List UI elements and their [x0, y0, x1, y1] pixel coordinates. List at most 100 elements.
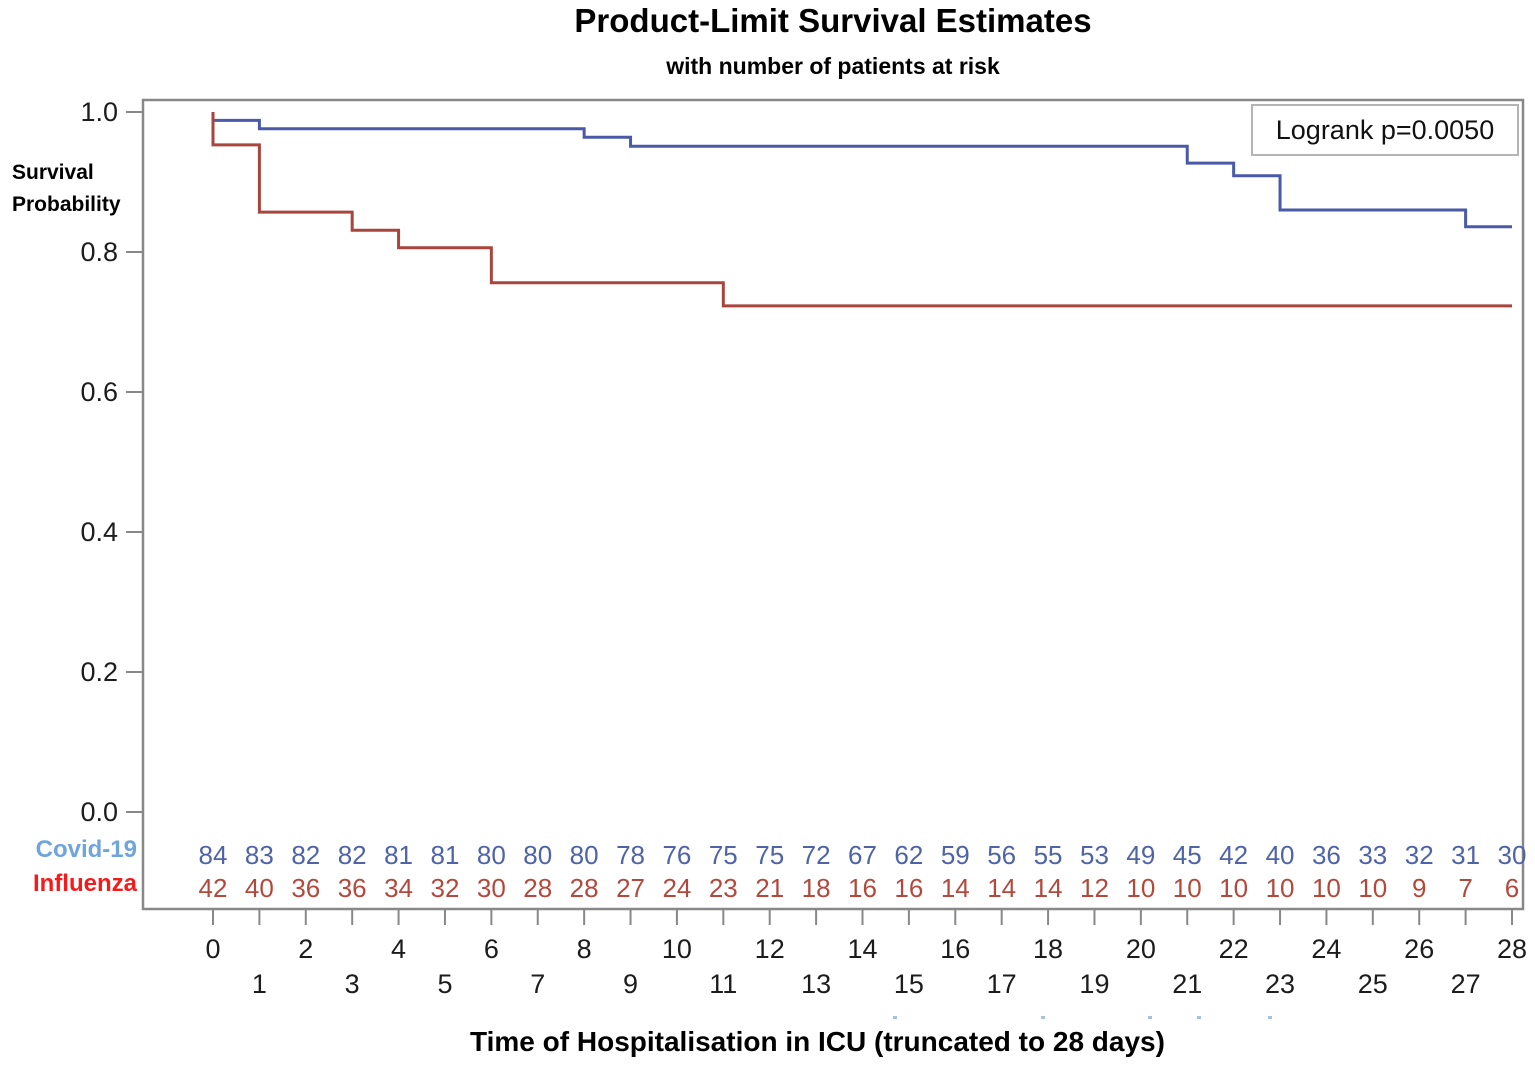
stray-mark	[1041, 1016, 1045, 1019]
at-risk-count: 82	[337, 840, 367, 870]
x-axis-tick-label: 21	[1172, 969, 1203, 999]
x-axis-tick-label: 25	[1357, 969, 1388, 999]
at-risk-count: 10	[1311, 873, 1341, 903]
x-axis-tick-label: 0	[205, 934, 221, 964]
at-risk-count: 84	[198, 840, 228, 870]
x-axis-tick-label: 12	[754, 934, 785, 964]
x-axis-tick-label: 3	[344, 969, 360, 999]
at-risk-count: 6	[1504, 873, 1520, 903]
x-axis-tick-label: 7	[530, 969, 546, 999]
at-risk-count: 28	[569, 873, 599, 903]
x-axis-tick-label: 2	[298, 934, 314, 964]
x-axis-tick-label: 20	[1125, 934, 1156, 964]
at-risk-count: 10	[1172, 873, 1202, 903]
x-axis-tick-label: 23	[1265, 969, 1296, 999]
x-axis-tick-label: 10	[661, 934, 692, 964]
at-risk-count: 36	[291, 873, 321, 903]
y-axis-tick-label: 0.2	[80, 657, 118, 687]
at-risk-count: 7	[1458, 873, 1473, 903]
at-risk-count: 14	[1033, 873, 1063, 903]
at-risk-count: 30	[1497, 840, 1527, 870]
logrank-annotation-box: Logrank p=0.0050	[1251, 104, 1519, 156]
stray-mark	[893, 1016, 897, 1019]
y-axis-tick-label: 0.4	[80, 517, 118, 547]
logrank-annotation-text: Logrank p=0.0050	[1275, 114, 1495, 145]
survival-curve-covid-19	[211, 112, 1512, 229]
at-risk-count: 10	[1358, 873, 1388, 903]
at-risk-count: 9	[1411, 873, 1427, 903]
x-axis-tick-label: 8	[576, 934, 592, 964]
x-axis-tick-label: 24	[1311, 934, 1342, 964]
x-axis-tick-label: 1	[251, 969, 267, 999]
at-risk-count: 80	[523, 840, 553, 870]
at-risk-count: 28	[523, 873, 553, 903]
plot-frame	[141, 98, 1525, 911]
at-risk-count: 33	[1358, 840, 1388, 870]
y-axis-tick-label: 1.0	[80, 97, 118, 127]
x-axis-tick-label: 16	[940, 934, 971, 964]
stray-mark	[1148, 1016, 1152, 1019]
at-risk-count: 81	[384, 840, 414, 870]
chart-title: Product-Limit Survival Estimates	[574, 2, 1092, 39]
at-risk-count: 80	[569, 840, 599, 870]
y-axis-title-line2: Probability	[12, 193, 121, 216]
at-risk-count: 24	[662, 873, 692, 903]
x-axis-tick-label: 13	[801, 969, 832, 999]
x-axis-tick-label: 17	[986, 969, 1017, 999]
x-axis-tick-label: 15	[893, 969, 924, 999]
x-axis-tick-label: 4	[391, 934, 407, 964]
at-risk-count: 30	[476, 873, 506, 903]
at-risk-count: 78	[616, 840, 645, 870]
chart-subtitle: with number of patients at risk	[666, 53, 1000, 79]
at-risk-count: 40	[1265, 840, 1295, 870]
x-axis-tick-label: 28	[1496, 934, 1528, 964]
at-risk-count: 32	[1404, 840, 1434, 870]
at-risk-count: 49	[1126, 840, 1156, 870]
at-risk-count: 14	[987, 873, 1017, 903]
x-axis-tick-label: 11	[709, 969, 738, 999]
survival-curve-influenza	[211, 112, 1512, 308]
x-axis-tick-label: 22	[1218, 934, 1249, 964]
x-axis-tick-label: 27	[1450, 969, 1481, 999]
at-risk-count: 59	[940, 840, 970, 870]
at-risk-count: 23	[708, 873, 738, 903]
at-risk-count: 75	[708, 840, 738, 870]
at-risk-count: 27	[616, 873, 645, 903]
at-risk-count: 80	[476, 840, 506, 870]
at-risk-count: 76	[662, 840, 692, 870]
at-risk-count: 34	[384, 873, 414, 903]
at-risk-count: 36	[337, 873, 367, 903]
at-risk-count: 21	[755, 873, 785, 903]
at-risk-count: 56	[987, 840, 1017, 870]
at-risk-count: 10	[1265, 873, 1295, 903]
at-risk-count: 12	[1079, 873, 1109, 903]
x-axis-tick-label: 6	[483, 934, 499, 964]
stray-mark	[1197, 1016, 1201, 1019]
at-risk-count: 42	[198, 873, 228, 903]
y-axis-tick-label: 0.6	[80, 377, 118, 407]
y-axis-tick-label: 0.0	[80, 797, 118, 827]
x-axis-tick-label: 9	[623, 969, 639, 999]
at-risk-count: 45	[1172, 840, 1202, 870]
risk-row-label-influenza: Influenza	[32, 870, 137, 897]
at-risk-count: 40	[244, 873, 274, 903]
x-axis-tick-label: 14	[847, 934, 878, 964]
at-risk-count: 16	[848, 873, 877, 903]
x-axis-tick-label: 26	[1404, 934, 1435, 964]
x-axis-tick-label: 18	[1033, 934, 1064, 964]
at-risk-count: 72	[801, 840, 831, 870]
at-risk-count: 67	[848, 840, 877, 870]
at-risk-count: 42	[1219, 840, 1249, 870]
at-risk-count: 82	[291, 840, 321, 870]
at-risk-count: 53	[1079, 840, 1109, 870]
at-risk-count: 55	[1033, 840, 1063, 870]
y-axis-title-line1: Survival	[12, 161, 94, 184]
at-risk-count: 16	[894, 873, 924, 903]
at-risk-count: 83	[244, 840, 274, 870]
y-axis-tick-label: 0.8	[80, 237, 118, 267]
y-axis-title: Survival Probability	[12, 157, 121, 221]
at-risk-count: 18	[801, 873, 831, 903]
at-risk-count: 32	[430, 873, 460, 903]
